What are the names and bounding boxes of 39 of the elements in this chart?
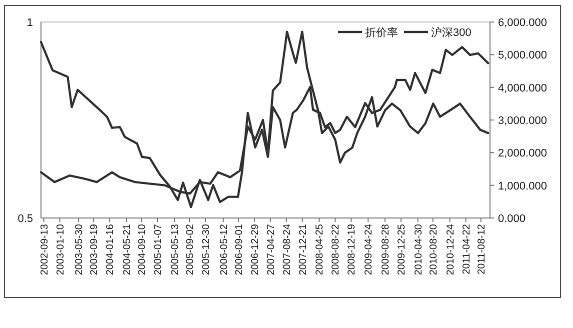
x-tick-label: 2009-04-24 <box>364 224 375 276</box>
y2-tick-label: 1,000.000 <box>498 180 547 192</box>
x-tick-label: 2006-09-01 <box>234 224 245 276</box>
x-tick-label: 2003-05-30 <box>74 224 86 276</box>
x-tick-label: 2004-05-21 <box>122 224 134 276</box>
x-tick-label: 2006-12-29 <box>250 224 261 276</box>
x-tick-label: 2004-09-10 <box>137 224 148 276</box>
x-tick-label: 2010-04-30 <box>413 224 424 276</box>
x-tick-label: 2005-01-07 <box>153 224 164 276</box>
x-tick-label: 2008-04-25 <box>314 224 326 276</box>
x-tick-label: 2005-12-30 <box>200 224 212 276</box>
x-tick-label: 2010-08-20 <box>428 224 440 276</box>
y2-tick-label: 6,000.000 <box>498 17 547 29</box>
y-tick-label: 1 <box>26 17 33 29</box>
legend-label: 折价率 <box>365 26 398 39</box>
y-tick-label: 0.5 <box>18 213 33 225</box>
x-tick-label: 2008-12-19 <box>346 224 358 276</box>
x-tick-label: 2003-01-10 <box>55 224 66 276</box>
y2-tick-label: 4,000.000 <box>498 82 547 94</box>
legend-label: 沪深300 <box>431 26 472 39</box>
x-tick-label: 2007-12-21 <box>298 224 309 276</box>
x-tick-label: 2007-08-24 <box>282 224 293 276</box>
x-tick-label: 2002-09-13 <box>39 224 50 276</box>
x-tick-label: 2007-04-27 <box>266 224 277 276</box>
x-tick-label: 2008-08-22 <box>330 224 342 276</box>
y2-tick-label: 2,000.000 <box>498 148 547 160</box>
y2-tick-label: 0.000 <box>498 213 526 225</box>
x-tick-label: 2010-12-24 <box>445 224 456 276</box>
x-tick-label: 2009-08-28 <box>380 224 392 276</box>
x-tick-label: 2003-09-19 <box>89 224 100 276</box>
x-tick-label: 2005-09-02 <box>185 224 196 276</box>
x-tick-label: 2009-12-25 <box>396 224 408 276</box>
y2-tick-label: 3,000.000 <box>498 115 547 127</box>
x-tick-label: 2011-08-12 <box>476 224 488 274</box>
y2-tick-label: 5,000.000 <box>498 50 547 62</box>
x-tick-label: 2004-01-16 <box>105 224 116 276</box>
x-tick-label: 2006-05-12 <box>218 224 230 276</box>
x-tick-label: 2011-04-22 <box>461 224 472 274</box>
x-tick-label: 2005-05-13 <box>170 224 181 276</box>
